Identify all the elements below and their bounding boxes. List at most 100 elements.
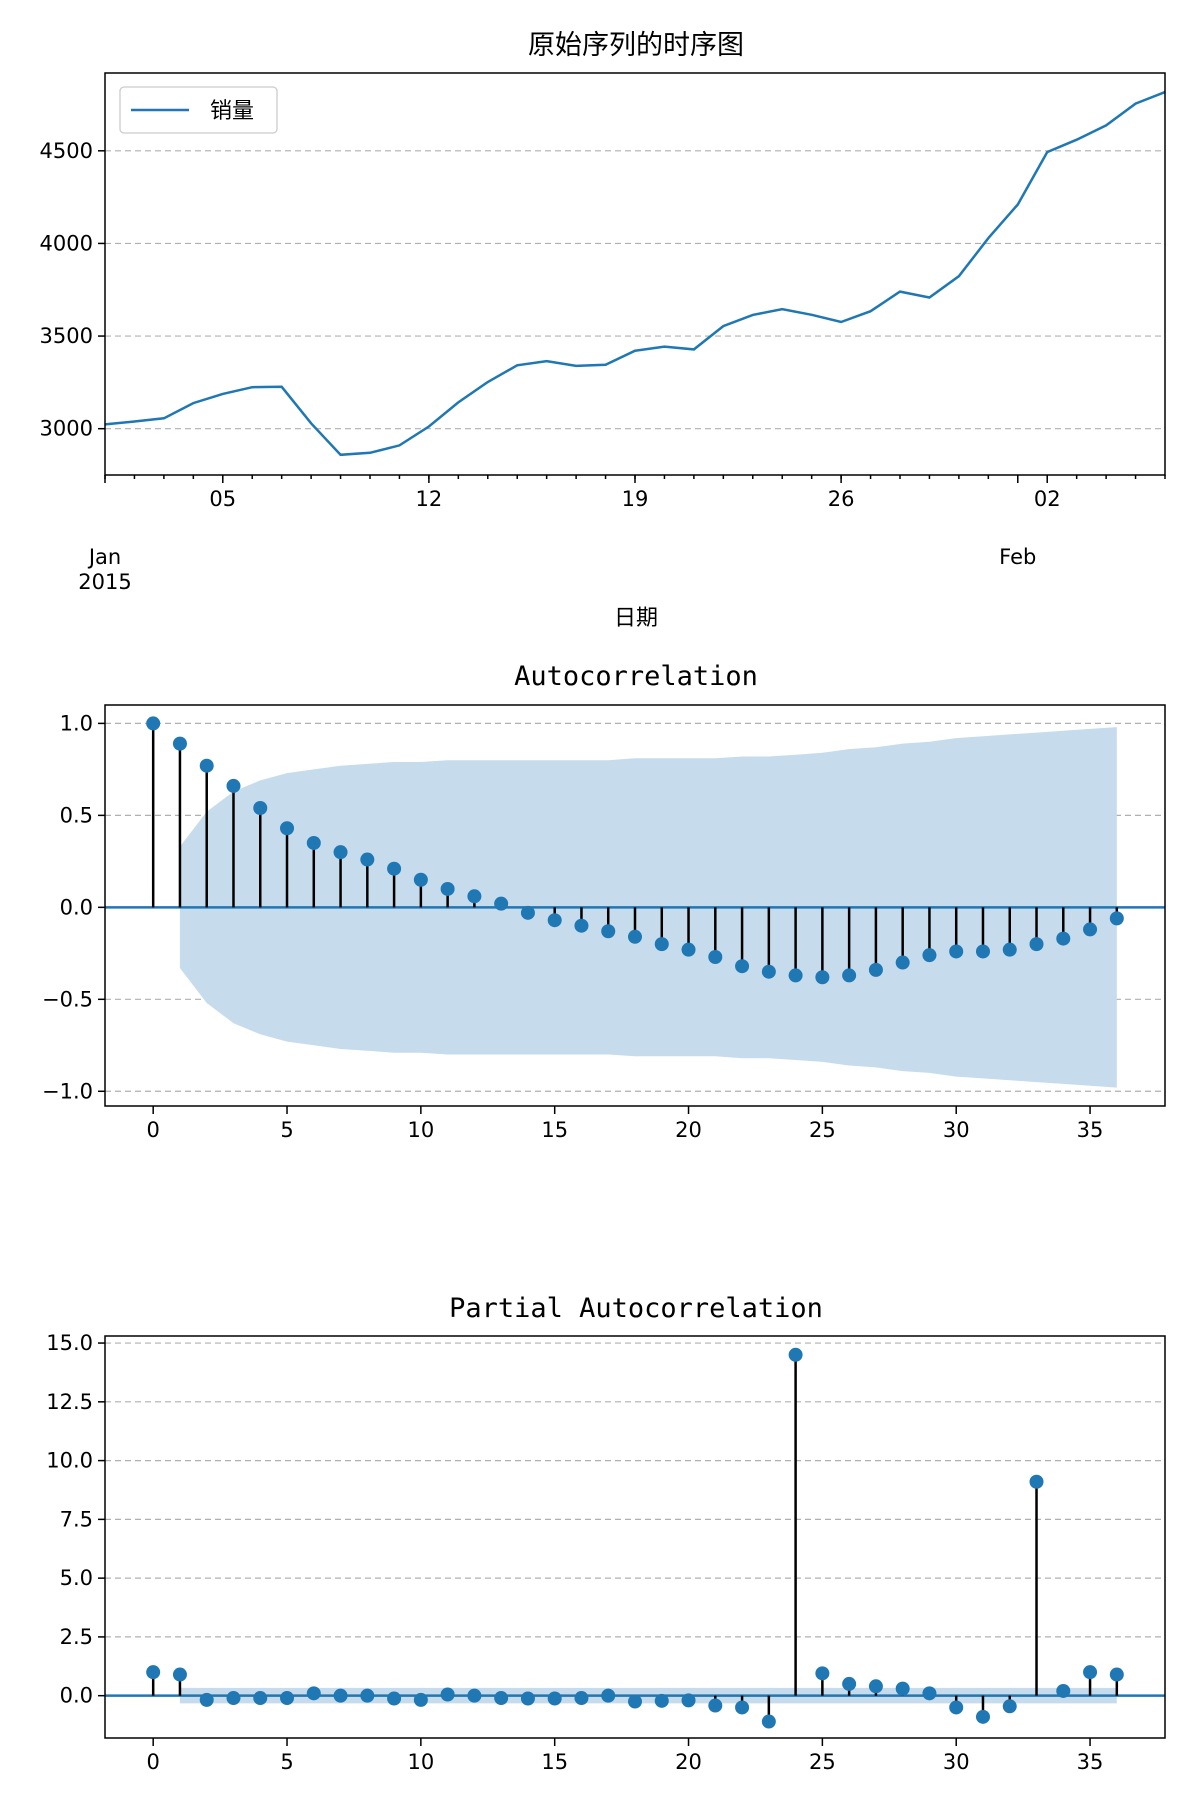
pacf-point bbox=[761, 1714, 776, 1729]
acf-point bbox=[280, 821, 295, 836]
timeseries-xtick-label: 02 bbox=[1034, 487, 1061, 511]
pacf-frame bbox=[104, 1335, 1166, 1739]
acf-panel: Autocorrelation 1.0 0.5 0.0 −0.5 −1.0 0 5 10 15… bbox=[42, 661, 1166, 1142]
pacf-point bbox=[226, 1691, 241, 1706]
acf-point bbox=[681, 942, 696, 957]
pacf-point bbox=[601, 1688, 616, 1703]
pacf-point bbox=[413, 1692, 428, 1707]
timeseries-month-label: Jan bbox=[87, 545, 121, 569]
pacf-point bbox=[815, 1666, 830, 1681]
acf-point bbox=[413, 872, 428, 887]
acf-point bbox=[306, 835, 321, 850]
pacf-ytick-label: 2.5 bbox=[60, 1625, 93, 1649]
pacf-point bbox=[708, 1698, 723, 1713]
timeseries-xtick-label: 19 bbox=[622, 487, 649, 511]
acf-point bbox=[333, 845, 348, 860]
pacf-point bbox=[333, 1688, 348, 1703]
acf-point bbox=[172, 736, 187, 751]
pacf-point bbox=[467, 1688, 482, 1703]
timeseries-ytick-label: 4000 bbox=[40, 231, 93, 255]
acf-point bbox=[1083, 922, 1098, 937]
acf-point bbox=[761, 964, 776, 979]
pacf-xtick-label: 5 bbox=[280, 1750, 293, 1774]
acf-point bbox=[735, 959, 750, 974]
acf-ytick-label: −1.0 bbox=[42, 1079, 93, 1103]
pacf-point bbox=[440, 1687, 455, 1702]
timeseries-xlabel: 日期 bbox=[614, 606, 658, 631]
pacf-ytick-label: 0.0 bbox=[60, 1684, 93, 1708]
pacf-point bbox=[1056, 1683, 1071, 1698]
pacf-xtick-label: 20 bbox=[675, 1750, 702, 1774]
pacf-xtick-label: 10 bbox=[407, 1750, 434, 1774]
acf-point bbox=[494, 896, 509, 911]
pacf-title: Partial Autocorrelation bbox=[449, 1293, 823, 1324]
pacf-point bbox=[1083, 1665, 1098, 1680]
timeseries-year-label: 2015 bbox=[78, 570, 131, 594]
acf-ytick-label: −0.5 bbox=[42, 987, 93, 1011]
acf-point bbox=[1029, 937, 1044, 952]
acf-point bbox=[253, 801, 268, 816]
acf-point bbox=[1056, 931, 1071, 946]
pacf-point bbox=[172, 1667, 187, 1682]
pacf-point bbox=[199, 1692, 214, 1707]
acf-ytick-label: 1.0 bbox=[60, 711, 93, 735]
pacf-point bbox=[654, 1693, 669, 1708]
pacf-point bbox=[788, 1347, 803, 1362]
acf-point bbox=[949, 944, 964, 959]
timeseries-month-label: Feb bbox=[999, 545, 1036, 569]
acf-point bbox=[1002, 942, 1017, 957]
pacf-xtick-label: 0 bbox=[146, 1750, 159, 1774]
acf-frame bbox=[104, 704, 1166, 1107]
acf-point bbox=[975, 944, 990, 959]
pacf-point bbox=[868, 1679, 883, 1694]
pacf-point bbox=[146, 1665, 161, 1680]
timeseries-xtick-label: 12 bbox=[416, 487, 443, 511]
acf-xtick-label: 20 bbox=[675, 1118, 702, 1142]
acf-point bbox=[199, 758, 214, 773]
acf-xtick-label: 0 bbox=[146, 1118, 159, 1142]
acf-point bbox=[1109, 911, 1124, 926]
acf-point bbox=[226, 778, 241, 793]
pacf-ytick-label: 15.0 bbox=[46, 1331, 93, 1355]
timeseries-ytick-label: 4500 bbox=[40, 139, 93, 163]
acf-title: Autocorrelation bbox=[514, 661, 758, 692]
pacf-point bbox=[895, 1681, 910, 1696]
timeseries-title: 原始序列的时序图 bbox=[528, 30, 744, 61]
pacf-ytick-label: 5.0 bbox=[60, 1566, 93, 1590]
acf-point bbox=[895, 955, 910, 970]
timeseries-panel: 原始序列的时序图 3000 3500 4000 4500 05 12 19 26 02 Jan2… bbox=[40, 30, 1166, 631]
pacf-ytick-label: 10.0 bbox=[46, 1449, 93, 1473]
pacf-point bbox=[360, 1688, 375, 1703]
legend-box bbox=[119, 86, 278, 134]
pacf-point bbox=[1109, 1667, 1124, 1682]
acf-point bbox=[922, 948, 937, 963]
pacf-point bbox=[949, 1700, 964, 1715]
acf-point bbox=[868, 962, 883, 977]
acf-xtick-label: 5 bbox=[280, 1118, 293, 1142]
acf-xtick-label: 25 bbox=[809, 1118, 836, 1142]
pacf-point bbox=[280, 1691, 295, 1706]
pacf-ytick-label: 7.5 bbox=[60, 1507, 93, 1531]
acf-point bbox=[387, 861, 402, 876]
pacf-panel: Partial Autocorrelation 15.0 12.5 10.0 7.5 5… bbox=[46, 1293, 1166, 1774]
pacf-xtick-label: 35 bbox=[1077, 1750, 1104, 1774]
acf-point bbox=[842, 968, 857, 983]
acf-point bbox=[654, 937, 669, 952]
acf-xtick-label: 15 bbox=[541, 1118, 568, 1142]
pacf-point bbox=[547, 1691, 562, 1706]
sales-line bbox=[104, 90, 1166, 457]
pacf-point bbox=[922, 1686, 937, 1701]
pacf-point bbox=[253, 1691, 268, 1706]
pacf-xtick-label: 25 bbox=[809, 1750, 836, 1774]
pacf-point bbox=[520, 1691, 535, 1706]
acf-point bbox=[788, 968, 803, 983]
acf-ytick-label: 0.5 bbox=[60, 803, 93, 827]
acf-xtick-label: 30 bbox=[943, 1118, 970, 1142]
pacf-ytick-label: 12.5 bbox=[46, 1390, 93, 1414]
timeseries-xtick-label: 26 bbox=[828, 487, 855, 511]
pacf-point bbox=[1002, 1699, 1017, 1714]
acf-point bbox=[815, 970, 830, 985]
timeseries-xtick-label: 05 bbox=[209, 487, 236, 511]
pacf-point bbox=[387, 1691, 402, 1706]
acf-point bbox=[520, 905, 535, 920]
